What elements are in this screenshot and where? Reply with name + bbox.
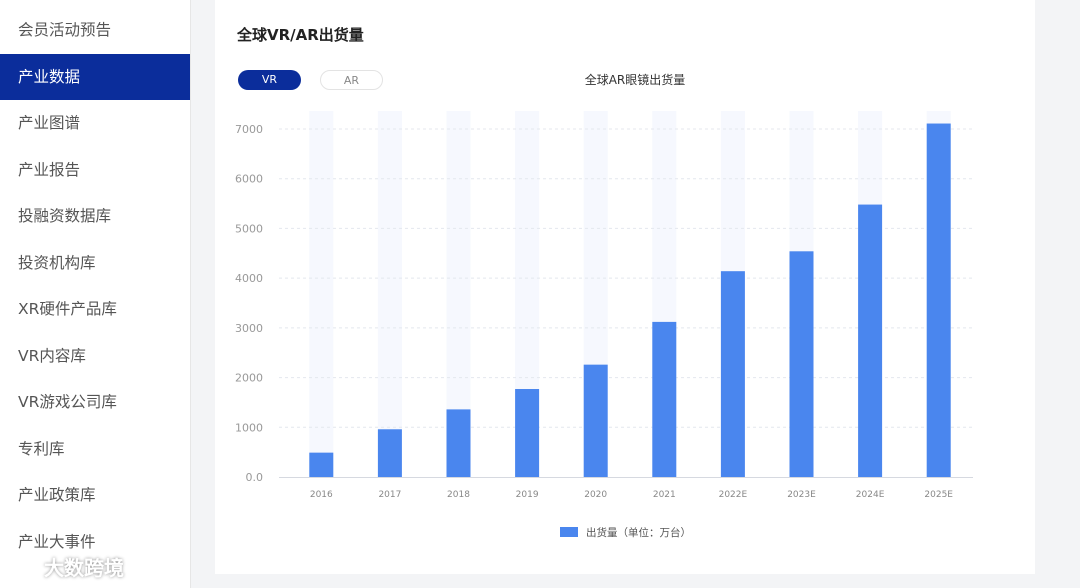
sidebar-item[interactable]: 产业数据 <box>0 53 190 100</box>
y-tick-label: 0.0 <box>246 471 264 484</box>
x-tick-label: 2022E <box>719 490 748 500</box>
x-tick-label: 2025E <box>924 490 953 500</box>
bar-chart: 0.0 1000 2000 3000 4000 5000 6000 7000 2016 2017 2… <box>235 111 973 539</box>
page-title: 全球VR/AR出货量 <box>237 26 364 44</box>
bar-background <box>377 111 402 477</box>
bar <box>858 204 883 477</box>
sidebar-item[interactable]: VR游戏公司库 <box>18 393 117 411</box>
sidebar-item[interactable]: 投融资数据库 <box>18 207 112 225</box>
tab-ar[interactable]: AR <box>320 70 383 90</box>
sidebar-item[interactable]: 产业图谱 <box>18 114 81 132</box>
sidebar-item[interactable]: 产业政策库 <box>18 486 96 504</box>
x-tick-label: 2019 <box>516 490 539 500</box>
x-tick-label: 2021 <box>653 490 676 500</box>
tab-vr[interactable]: VR <box>238 70 301 90</box>
bar <box>515 389 540 477</box>
bar <box>309 452 334 477</box>
y-tick-label: 5000 <box>235 222 263 235</box>
bar <box>377 429 402 477</box>
sidebar-item[interactable]: 产业报告 <box>18 160 81 179</box>
x-tick-label: 2024E <box>856 490 885 500</box>
bar <box>652 321 677 477</box>
chart-title: 全球AR眼镜出货量 <box>584 73 686 87</box>
y-tick-label: 7000 <box>235 123 263 136</box>
main-card: 全球VR/AR出货量 VR AR 全球AR眼镜出货量 0.0 1000 2000 30… <box>215 0 1035 574</box>
y-tick-label: 1000 <box>235 421 263 434</box>
legend-swatch <box>560 527 578 537</box>
x-tick-label: 2016 <box>310 490 333 500</box>
x-tick-label: 2018 <box>447 490 470 500</box>
sidebar-item[interactable]: 专利库 <box>18 439 65 458</box>
bar <box>446 409 471 477</box>
brand-logo-icon <box>10 553 40 580</box>
y-tick-label: 3000 <box>235 322 263 335</box>
sidebar: 会员活动预告产业数据产业图谱产业报告投融资数据库 投资机构库 XR硬件产品库 VR内容… <box>0 0 191 588</box>
y-tick-label: 6000 <box>235 173 263 186</box>
x-tick-label: 2020 <box>584 490 607 500</box>
watermark-text: 大数跨境 <box>44 556 124 580</box>
watermark: 大数跨境 <box>10 552 124 582</box>
bar <box>720 271 745 477</box>
bar <box>926 123 951 477</box>
bar <box>789 251 814 477</box>
sidebar-item[interactable]: XR硬件产品库 <box>18 300 117 318</box>
y-tick-label: 2000 <box>235 372 263 385</box>
sidebar-item[interactable]: 产业大事件 <box>18 532 96 551</box>
legend-label: 出货量（单位：万台） <box>586 526 691 539</box>
bar-background <box>309 111 334 477</box>
sidebar-item[interactable]: 会员活动预告 <box>18 21 112 39</box>
sidebar-item[interactable]: 投资机构库 <box>18 253 96 272</box>
x-tick-label: 2023E <box>787 490 816 500</box>
sidebar-item[interactable]: VR内容库 <box>18 346 86 365</box>
bar <box>583 364 608 477</box>
x-tick-label: 2017 <box>378 490 401 500</box>
y-tick-label: 4000 <box>235 272 263 285</box>
